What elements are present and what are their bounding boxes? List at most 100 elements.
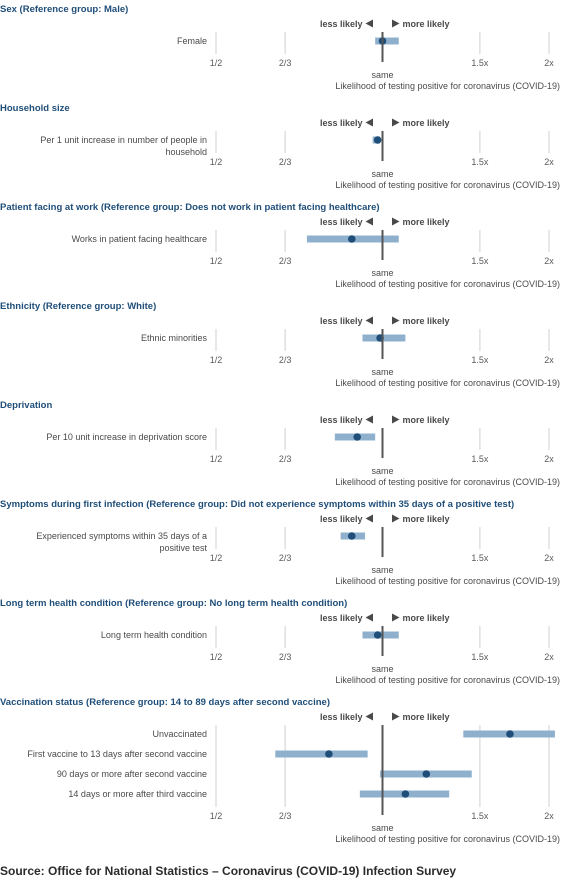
tick-label: 2/3	[279, 553, 292, 563]
arrow-right-icon	[392, 118, 400, 127]
direction-right-label: more likely	[403, 217, 450, 227]
arrow-right-icon	[392, 613, 400, 622]
panel-title: Symptoms during first infection (Referen…	[0, 499, 514, 510]
row-label: Works in patient facing healthcare	[72, 234, 207, 244]
row-label: First vaccine to 13 days after second va…	[27, 749, 207, 759]
arrow-left-icon	[365, 19, 373, 28]
reference-label: same	[371, 664, 393, 674]
tick-label: 2x	[544, 811, 554, 821]
reference-label: same	[371, 565, 393, 575]
tick-label: 2/3	[279, 58, 292, 68]
reference-label: same	[371, 268, 393, 278]
arrow-right-icon	[392, 19, 400, 28]
row-label: 14 days or more after third vaccine	[68, 789, 207, 799]
panel-title: Vaccination status (Reference group: 14 …	[0, 697, 330, 708]
row-label: Experienced symptoms within 35 days of a	[36, 531, 207, 541]
direction-right-label: more likely	[403, 316, 450, 326]
ci-bar	[375, 37, 399, 45]
arrow-left-icon	[365, 316, 373, 325]
direction-left-label: less likely	[320, 514, 363, 524]
tick-label: 2/3	[279, 355, 292, 365]
panel-title: Long term health condition (Reference gr…	[0, 598, 347, 609]
panel-title: Sex (Reference group: Male)	[0, 4, 128, 15]
tick-label: 1.5x	[471, 811, 489, 821]
tick-label: 1/2	[210, 58, 223, 68]
tick-label: 1/2	[210, 553, 223, 563]
tick-label: 1/2	[210, 157, 223, 167]
tick-label: 1.5x	[471, 157, 489, 167]
estimate-point	[353, 433, 361, 441]
source-note: Source: Office for National Statistics –…	[0, 864, 457, 878]
row-label: Long term health condition	[101, 630, 207, 640]
tick-label: 2x	[544, 454, 554, 464]
panel-title: Patient facing at work (Reference group:…	[0, 202, 380, 213]
arrow-left-icon	[365, 613, 373, 622]
tick-label: 1.5x	[471, 553, 489, 563]
estimate-point	[506, 730, 514, 738]
arrow-left-icon	[365, 217, 373, 226]
row-label: positive test	[159, 543, 207, 553]
x-axis-title: Likelihood of testing positive for coron…	[335, 81, 560, 91]
row-label: Female	[177, 36, 207, 46]
estimate-point	[347, 532, 356, 540]
tick-label: 2x	[544, 355, 554, 365]
estimate-point	[373, 631, 382, 639]
arrow-right-icon	[392, 316, 400, 325]
row-label: household	[165, 147, 207, 157]
x-axis-title: Likelihood of testing positive for coron…	[335, 279, 560, 289]
x-axis-title: Likelihood of testing positive for coron…	[335, 477, 560, 487]
tick-label: 1/2	[210, 355, 223, 365]
direction-left-label: less likely	[320, 316, 363, 326]
tick-label: 2/3	[279, 454, 292, 464]
ci-bar	[275, 750, 368, 758]
tick-label: 2/3	[279, 652, 292, 662]
x-axis-title: Likelihood of testing positive for coron…	[335, 576, 560, 586]
direction-left-label: less likely	[320, 415, 363, 425]
direction-left-label: less likely	[320, 118, 363, 128]
arrow-right-icon	[392, 415, 400, 424]
tick-label: 2x	[544, 157, 554, 167]
arrow-right-icon	[392, 514, 400, 523]
direction-right-label: more likely	[403, 514, 450, 524]
direction-right-label: more likely	[403, 712, 450, 722]
estimate-point	[401, 790, 410, 798]
direction-right-label: more likely	[403, 19, 450, 29]
reference-label: same	[371, 70, 393, 80]
arrow-left-icon	[365, 514, 373, 523]
panel-title: Household size	[0, 103, 70, 114]
tick-label: 2x	[544, 58, 554, 68]
tick-label: 1/2	[210, 454, 223, 464]
reference-label: same	[371, 823, 393, 833]
tick-label: 1/2	[210, 652, 223, 662]
tick-label: 2/3	[279, 811, 292, 821]
tick-label: 1/2	[210, 256, 223, 266]
tick-label: 2/3	[279, 256, 292, 266]
tick-label: 2x	[544, 652, 554, 662]
direction-right-label: more likely	[403, 613, 450, 623]
row-label: Unvaccinated	[152, 729, 207, 739]
estimate-point	[422, 770, 431, 778]
x-axis-title: Likelihood of testing positive for coron…	[335, 675, 560, 685]
panel-title: Deprivation	[0, 400, 52, 411]
reference-label: same	[371, 466, 393, 476]
arrow-left-icon	[365, 415, 373, 424]
direction-left-label: less likely	[320, 19, 363, 29]
x-axis-title: Likelihood of testing positive for coron…	[335, 834, 560, 844]
panel-title: Ethnicity (Reference group: White)	[0, 301, 156, 312]
direction-right-label: more likely	[403, 415, 450, 425]
estimate-point	[373, 136, 382, 144]
row-label: Per 1 unit increase in number of people …	[40, 135, 207, 145]
tick-label: 1/2	[210, 811, 223, 821]
tick-label: 1.5x	[471, 58, 489, 68]
tick-label: 1.5x	[471, 652, 489, 662]
reference-label: same	[371, 367, 393, 377]
arrow-left-icon	[365, 118, 373, 127]
x-axis-title: Likelihood of testing positive for coron…	[335, 180, 560, 190]
tick-label: 1.5x	[471, 256, 489, 266]
tick-label: 1.5x	[471, 454, 489, 464]
direction-left-label: less likely	[320, 712, 363, 722]
direction-left-label: less likely	[320, 613, 363, 623]
x-axis-title: Likelihood of testing positive for coron…	[335, 378, 560, 388]
row-label: Ethnic minorities	[141, 333, 208, 343]
arrow-right-icon	[392, 712, 400, 721]
